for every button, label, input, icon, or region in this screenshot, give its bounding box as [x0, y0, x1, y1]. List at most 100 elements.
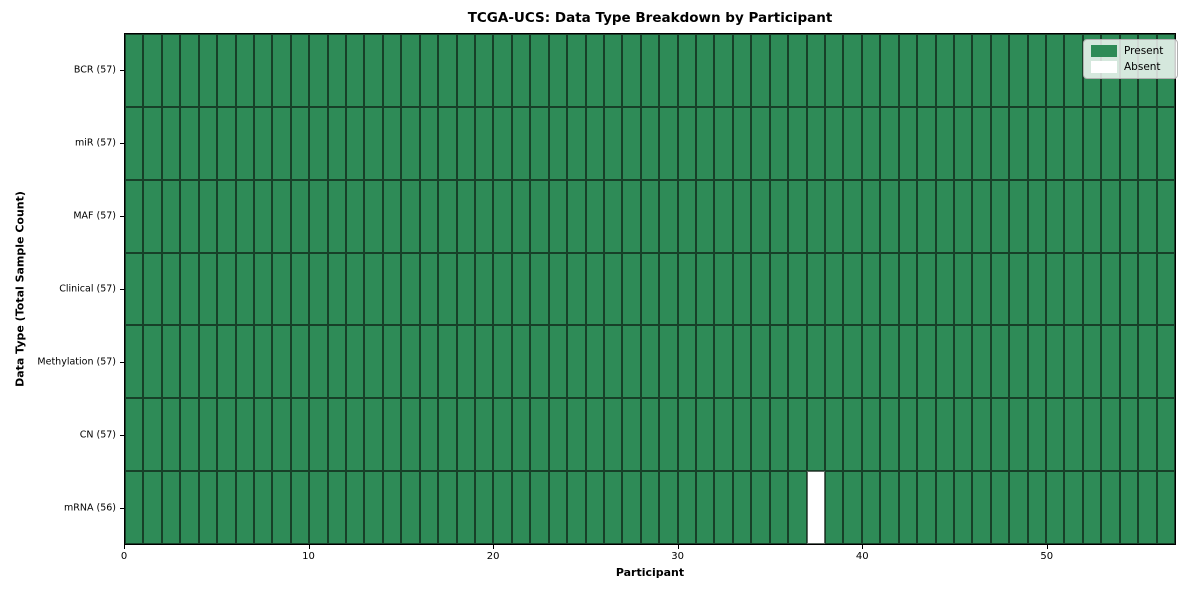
heatmap-cell-present [272, 179, 291, 253]
heatmap-cell-present [364, 325, 383, 399]
heatmap-cell-present [769, 398, 789, 472]
heatmap-cell-present [990, 398, 1010, 472]
heatmap-cell-present [880, 471, 899, 544]
heatmap-cell-present [751, 471, 770, 544]
heatmap-cell-present [1138, 179, 1157, 253]
ytick-label: miR (57) [74, 137, 116, 149]
heatmap-cell-present [567, 471, 586, 544]
heatmap-cell-present [198, 179, 218, 253]
heatmap-cell-present [806, 398, 825, 472]
heatmap-cell-present [953, 325, 973, 399]
heatmap-cell-present [161, 252, 181, 326]
heatmap-cell-present [1156, 106, 1175, 180]
ytick-label: Clinical (57) [59, 283, 116, 295]
heatmap-cell-present [475, 179, 494, 253]
heatmap-cell-present [1101, 106, 1120, 180]
heatmap-cell-present [1119, 398, 1139, 472]
heatmap-cell-present [161, 325, 181, 399]
xtick-label: 20 [486, 551, 500, 562]
heatmap-cell-present [364, 398, 383, 472]
heatmap-cell-present [548, 252, 568, 326]
heatmap-cell-present [825, 106, 844, 180]
heatmap-cell-present [953, 179, 973, 253]
heatmap-cell-present [125, 252, 144, 326]
heatmap-cell-present [272, 471, 291, 544]
heatmap-cell-present [585, 106, 604, 180]
heatmap-cell-present [567, 34, 586, 107]
heatmap-cell-present [1009, 34, 1028, 107]
heatmap-cell-present [290, 471, 310, 544]
heatmap-cell-present [751, 325, 770, 399]
heatmap-cell-present [290, 106, 310, 180]
heatmap-cell-present [953, 398, 973, 472]
heatmap-cell-present [898, 471, 918, 544]
heatmap-cell-present [953, 106, 973, 180]
heatmap-cell-present [253, 252, 273, 326]
heatmap-cell-present [309, 325, 328, 399]
heatmap-cell-present [935, 34, 954, 107]
heatmap-cell-present [1027, 34, 1047, 107]
heatmap-cell-present [401, 106, 420, 180]
heatmap-cell-present [456, 106, 475, 180]
heatmap-cell-present [1101, 398, 1120, 472]
xtick-mark [862, 545, 864, 549]
xtick-mark [308, 545, 310, 549]
xtick-label: 50 [1040, 551, 1054, 562]
xtick-label: 40 [855, 551, 869, 562]
heatmap-cell-present [493, 471, 512, 544]
heatmap-cell-present [1064, 34, 1083, 107]
heatmap-cell-present [898, 179, 918, 253]
heatmap-cell-present [788, 252, 807, 326]
heatmap-cell-present [1046, 34, 1065, 107]
heatmap-cell-present [603, 325, 623, 399]
heatmap-cell-present [622, 325, 641, 399]
ytick-mark [120, 142, 124, 144]
xtick-mark [1046, 545, 1048, 549]
heatmap-cell-present [1027, 325, 1047, 399]
heatmap-cell-present [622, 471, 641, 544]
heatmap-cell-present [511, 398, 531, 472]
heatmap-cell-present [327, 252, 347, 326]
heatmap-cell-present [511, 252, 531, 326]
heatmap-cell-present [217, 106, 236, 180]
heatmap-cell-present [640, 325, 660, 399]
heatmap-cell-present [769, 252, 789, 326]
heatmap-cell-present [364, 34, 383, 107]
heatmap-cell-present [696, 252, 715, 326]
heatmap-cell-present [327, 398, 347, 472]
heatmap-cell-present [1082, 106, 1102, 180]
heatmap-cell-present [438, 106, 457, 180]
heatmap-cell-present [732, 34, 752, 107]
heatmap-cell-present [309, 398, 328, 472]
heatmap-cell-present [1064, 179, 1083, 253]
heatmap-cell-present [640, 34, 660, 107]
heatmap-cell-present [1046, 325, 1065, 399]
heatmap-cell-present [401, 398, 420, 472]
heatmap-cell-present [622, 398, 641, 472]
heatmap-cell-present [125, 325, 144, 399]
heatmap-cell-present [990, 34, 1010, 107]
heatmap-cell-present [382, 179, 402, 253]
ytick-mark [120, 215, 124, 217]
heatmap-cell-present [272, 106, 291, 180]
heatmap-cell-present [493, 106, 512, 180]
heatmap-cell-present [659, 34, 678, 107]
heatmap-cell-present [696, 325, 715, 399]
heatmap-cell-present [990, 252, 1010, 326]
heatmap-cell-present [143, 179, 162, 253]
heatmap-cell-present [161, 106, 181, 180]
heatmap-cell-present [530, 471, 549, 544]
heatmap-cell-present [548, 179, 568, 253]
heatmap-cell-present [475, 398, 494, 472]
heatmap-cell-present [659, 471, 678, 544]
heatmap-cell-present [180, 106, 199, 180]
heatmap-cell-present [364, 106, 383, 180]
legend-item: Present [1091, 45, 1169, 57]
heatmap-cell-present [346, 106, 365, 180]
ytick-label: CN (57) [79, 429, 116, 441]
heatmap-cell-present [861, 252, 881, 326]
heatmap-cell-present [640, 398, 660, 472]
heatmap-cell-present [585, 398, 604, 472]
heatmap-cell-present [972, 398, 991, 472]
heatmap-cell-present [327, 325, 347, 399]
